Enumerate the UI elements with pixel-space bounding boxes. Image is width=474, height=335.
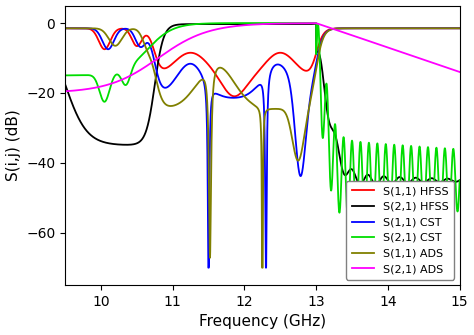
S(1,1) ADS [213, 70, 219, 74]
S(2,1) CST [354, 216, 359, 220]
S(1,1) ADS [299, 148, 305, 152]
Line: S(2,1) HFSS: S(2,1) HFSS [65, 24, 460, 185]
Legend: S(1,1) HFSS, S(2,1) HFSS, S(1,1) CST, S(2,1) CST, S(1,1) ADS, S(2,1) ADS: S(1,1) HFSS, S(2,1) HFSS, S(1,1) CST, S(… [346, 181, 454, 280]
S(1,1) HFSS [299, 67, 305, 71]
S(2,1) ADS [457, 70, 463, 74]
X-axis label: Frequency (GHz): Frequency (GHz) [199, 315, 326, 329]
S(1,1) ADS [357, 26, 363, 30]
S(1,1) HFSS [450, 26, 456, 30]
S(1,1) ADS [62, 26, 68, 30]
Line: S(2,1) CST: S(2,1) CST [65, 23, 460, 218]
S(1,1) CST [213, 92, 219, 96]
Line: S(1,1) CST: S(1,1) CST [65, 28, 460, 268]
S(2,1) HFSS [62, 82, 68, 86]
S(2,1) ADS [387, 46, 392, 50]
S(2,1) CST [457, 178, 463, 182]
S(2,1) HFSS [387, 181, 392, 185]
S(2,1) HFSS [357, 182, 363, 186]
S(2,1) CST [134, 59, 139, 63]
S(1,1) ADS [319, 40, 325, 44]
S(2,1) CST [299, 21, 305, 25]
S(2,1) ADS [313, 21, 319, 25]
S(2,1) HFSS [299, 22, 305, 26]
Line: S(1,1) ADS: S(1,1) ADS [65, 28, 460, 268]
S(2,1) ADS [134, 70, 139, 74]
S(1,1) CST [387, 26, 392, 30]
S(2,1) HFSS [373, 183, 379, 187]
S(1,1) CST [299, 172, 305, 176]
S(2,1) HFSS [134, 141, 139, 145]
S(2,1) CST [357, 147, 363, 151]
S(2,1) ADS [357, 36, 363, 40]
S(2,1) HFSS [213, 22, 219, 26]
S(2,1) CST [313, 21, 319, 25]
S(1,1) CST [62, 26, 68, 30]
S(1,1) HFSS [232, 94, 237, 98]
S(2,1) ADS [213, 27, 219, 31]
S(1,1) ADS [457, 26, 463, 30]
S(1,1) ADS [134, 28, 139, 32]
S(2,1) CST [319, 124, 325, 128]
S(2,1) ADS [62, 89, 68, 93]
Line: S(1,1) HFSS: S(1,1) HFSS [65, 28, 460, 96]
S(2,1) CST [387, 213, 392, 217]
S(1,1) HFSS [213, 73, 219, 77]
Line: S(2,1) ADS: S(2,1) ADS [65, 23, 460, 91]
S(1,1) ADS [387, 26, 392, 30]
S(1,1) HFSS [357, 26, 363, 30]
S(2,1) ADS [299, 21, 305, 25]
S(2,1) CST [62, 73, 68, 77]
S(1,1) CST [457, 26, 463, 30]
S(1,1) HFSS [134, 44, 139, 48]
S(1,1) ADS [259, 266, 265, 270]
S(2,1) ADS [319, 23, 325, 27]
S(2,1) CST [213, 21, 219, 25]
S(2,1) HFSS [313, 22, 319, 26]
S(2,1) HFSS [457, 178, 463, 182]
S(1,1) CST [357, 26, 363, 30]
S(1,1) HFSS [457, 26, 463, 30]
S(1,1) HFSS [319, 35, 325, 39]
S(2,1) HFSS [319, 65, 325, 69]
S(1,1) CST [134, 40, 139, 44]
S(1,1) CST [205, 266, 211, 270]
S(1,1) HFSS [387, 26, 392, 30]
Y-axis label: S(i,j) (dB): S(i,j) (dB) [6, 110, 20, 181]
S(1,1) CST [319, 39, 325, 43]
S(1,1) HFSS [62, 26, 68, 30]
